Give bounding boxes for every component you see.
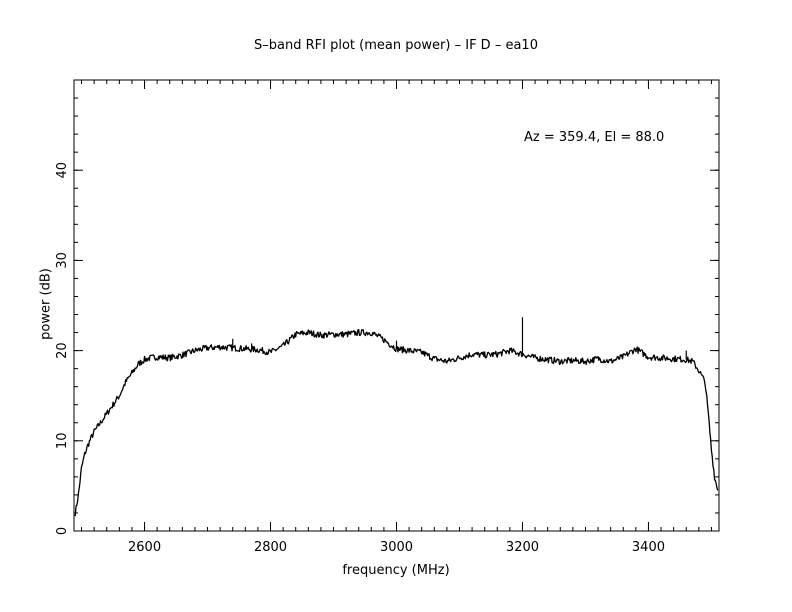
y-tick-label: 0 [55, 527, 70, 535]
chart-title: S–band RFI plot (mean power) – IF D – ea… [254, 38, 538, 53]
power-series [74, 317, 719, 517]
x-tick-label: 3400 [632, 540, 665, 555]
plot-frame [73, 79, 720, 532]
x-tick-label: 3200 [506, 540, 539, 555]
x-tick-label: 2800 [254, 540, 287, 555]
x-tick-label: 2600 [128, 540, 161, 555]
y-tick-label: 10 [55, 433, 70, 450]
y-tick-label: 20 [55, 342, 70, 359]
x-tick-label: 3000 [380, 540, 413, 555]
y-tick-label: 30 [55, 252, 70, 269]
y-tick-label: 40 [55, 162, 70, 179]
series-line-0 [74, 329, 719, 517]
plot-axes: 2600 2800 3000 3200 3400 0 10 20 30 40 [55, 79, 720, 555]
x-axis-label: frequency (MHz) [342, 563, 450, 578]
az-el-annotation: Az = 359.4, El = 88.0 [524, 130, 665, 145]
y-axis-label: power (dB) [38, 268, 54, 340]
